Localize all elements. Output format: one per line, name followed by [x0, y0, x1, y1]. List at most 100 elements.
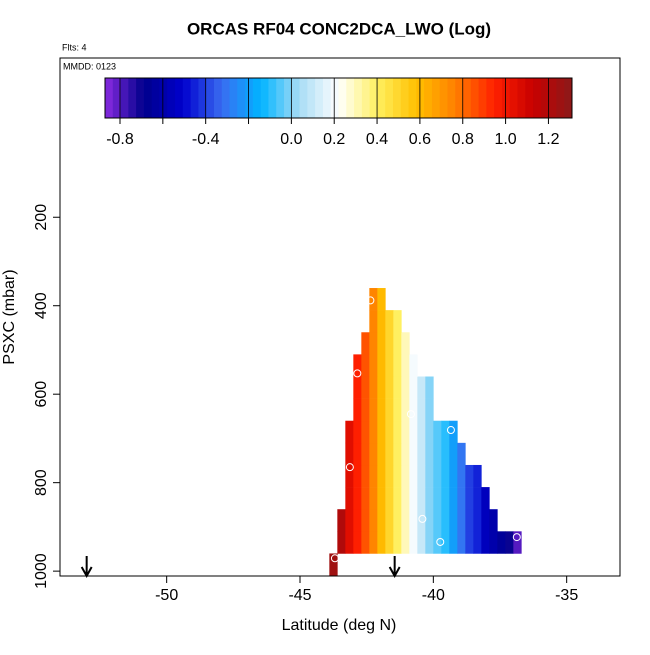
heat-cell: [377, 487, 386, 510]
heat-cell: [385, 332, 394, 355]
colorbar-swatch: [385, 78, 394, 118]
heat-cell: [361, 531, 370, 554]
heat-cell: [369, 398, 378, 422]
colorbar-swatch: [377, 78, 386, 118]
y-tick-label: 1000: [33, 553, 50, 589]
colorbar-tick-label: -0.8: [106, 131, 134, 148]
heat-cell: [441, 509, 450, 532]
heat-cell: [409, 398, 418, 422]
x-tick-label: -50: [155, 587, 178, 604]
colorbar-swatch: [198, 78, 207, 118]
heat-cell: [505, 531, 514, 554]
y-axis-label: PSXC (mbar): [1, 269, 18, 364]
heat-cell: [441, 531, 450, 554]
heat-cell: [361, 332, 370, 355]
heat-cell: [409, 509, 418, 532]
heat-cell: [513, 531, 522, 554]
colorbar-swatch: [322, 78, 332, 118]
colorbar-swatch: [206, 78, 215, 118]
colorbar-swatch: [112, 78, 122, 118]
heat-cell: [361, 354, 370, 377]
heat-cell: [401, 376, 410, 399]
colorbar-swatch: [361, 78, 371, 118]
heat-cell: [401, 464, 410, 488]
heat-cell: [449, 509, 458, 532]
heat-cell: [369, 310, 378, 333]
heat-cell: [353, 464, 362, 488]
colorbar-swatch: [120, 78, 129, 118]
heat-cell: [353, 487, 362, 510]
heat-cell: [345, 464, 354, 488]
colorbar-swatch: [455, 78, 464, 118]
marker: [436, 537, 445, 546]
colorbar-tick-label: -0.4: [192, 131, 220, 148]
colorbar-swatch: [338, 78, 347, 118]
heat-cell: [393, 354, 402, 377]
heat-cell: [401, 509, 410, 532]
heat-cell: [425, 442, 434, 466]
heat-cell: [425, 398, 434, 422]
heat-cell: [369, 464, 378, 488]
heat-cell: [377, 531, 386, 554]
heat-cell: [409, 464, 418, 488]
heat-cell: [361, 442, 370, 466]
colorbar-tick-label: 0.6: [409, 131, 431, 148]
heat-cell: [377, 288, 386, 311]
colorbar-swatch: [439, 78, 448, 118]
colorbar-swatch: [291, 78, 301, 118]
heat-cell: [481, 487, 490, 510]
heat-cell: [345, 531, 354, 554]
colorbar-tick-label: 1.2: [537, 131, 559, 148]
colorbar-tick-label: 0.4: [366, 131, 388, 148]
marker: [366, 296, 375, 305]
colorbar-swatch: [392, 78, 402, 118]
colorbar-frame: [104, 77, 573, 119]
colorbar-swatch: [307, 78, 316, 118]
heat-cell: [361, 509, 370, 532]
colorbar-swatch: [478, 78, 487, 118]
heat-cell: [457, 487, 466, 510]
heat-cell: [473, 531, 482, 554]
heat-cell: [425, 531, 434, 554]
heat-cell: [385, 442, 394, 466]
heat-cell: [473, 509, 482, 532]
heat-cell: [433, 487, 442, 510]
heat-cell: [369, 509, 378, 532]
marker: [345, 463, 354, 472]
colorbar-swatch: [501, 78, 511, 118]
y-tick-label: 800: [33, 469, 50, 496]
colorbar-swatch: [431, 78, 441, 118]
colorbar-swatch: [268, 78, 277, 118]
heat-cell: [497, 531, 506, 554]
heat-cell: [393, 332, 402, 355]
heat-cell: [369, 420, 378, 444]
heat-cell: [361, 398, 370, 422]
colorbar-swatch: [315, 78, 324, 118]
heat-cell: [393, 376, 402, 399]
heat-cell: [441, 420, 450, 444]
heat-cell: [385, 398, 394, 422]
colorbar-swatch: [167, 78, 176, 118]
colorbar-swatch: [221, 78, 231, 118]
heat-cell: [441, 464, 450, 488]
colorbar-swatch: [245, 78, 254, 118]
colorbar-swatch: [136, 78, 145, 118]
heat-cell: [377, 442, 386, 466]
marker: [353, 369, 362, 378]
heat-cell: [417, 376, 426, 399]
heat-cell: [393, 398, 402, 422]
chart-title: ORCAS RF04 CONC2DCA_LWO (Log): [187, 19, 491, 38]
y-tick-label: 600: [33, 381, 50, 408]
heat-cell: [385, 487, 394, 510]
heat-cell: [385, 420, 394, 444]
colorbar-swatch: [494, 78, 503, 118]
heat-cell: [353, 376, 362, 399]
colorbar-swatch: [517, 78, 526, 118]
marker: [406, 410, 415, 419]
heat-cell: [449, 487, 458, 510]
heat-cell: [417, 420, 426, 444]
colorbar-swatch: [346, 78, 355, 118]
heat-cell: [409, 420, 418, 444]
heat-cell: [409, 376, 418, 399]
